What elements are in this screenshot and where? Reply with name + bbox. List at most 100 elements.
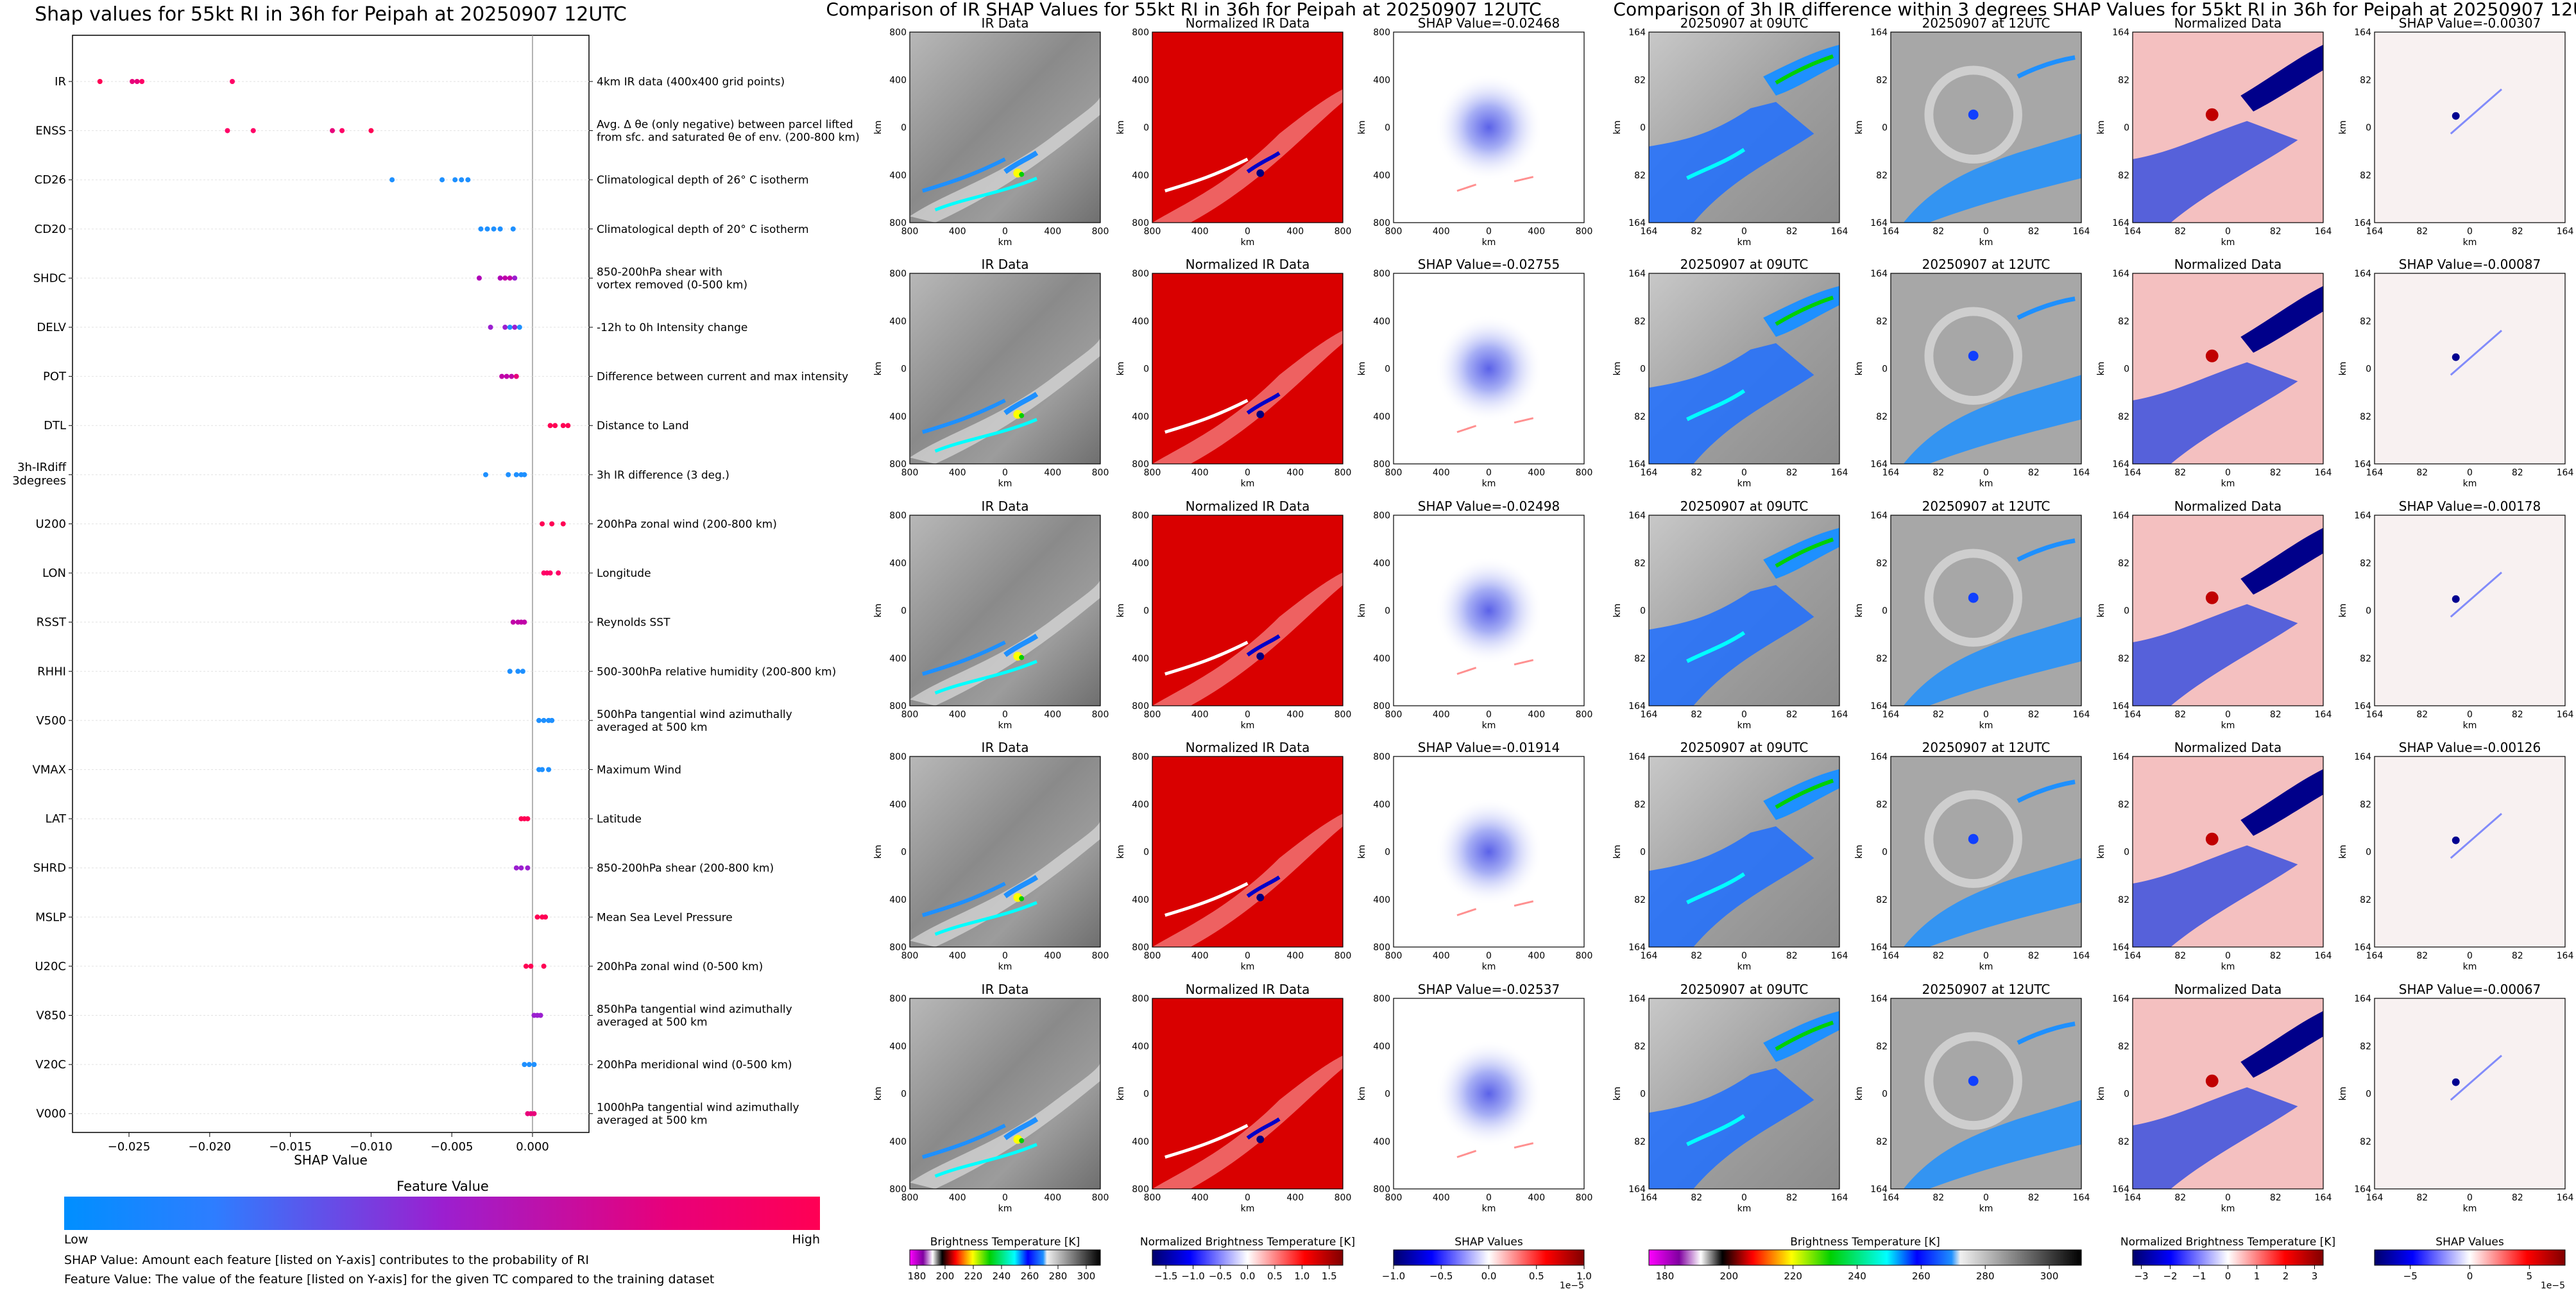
shap-point (543, 914, 549, 920)
panel-x-tick-label: 164 (1831, 951, 1848, 961)
x-tick-label: 0.000 (516, 1140, 549, 1154)
panel-y-tick-label: 164 (1628, 994, 1646, 1004)
colorbar-tick-label: 1 (2254, 1270, 2260, 1282)
panel-image (1394, 32, 1584, 223)
panel-x-tick-label: 0 (1741, 710, 1747, 720)
panel-x-tick-label: 164 (2315, 226, 2332, 237)
feature-description: Mean Sea Level Pressure (597, 911, 733, 924)
panel-y-tick-label: 0 (2124, 123, 2129, 133)
panel-x-tick-label: 164 (1831, 1193, 1848, 1203)
panel-y-tick-label: 164 (1870, 1184, 1888, 1195)
panel-y-tick-label: 800 (889, 701, 907, 712)
shap-point (509, 373, 515, 379)
shap-point (476, 275, 482, 281)
shap-point (339, 128, 345, 133)
panel-y-axis-label: km (873, 1087, 883, 1101)
panel-title: Normalized Data (2174, 982, 2282, 997)
panel-x-tick-label: 164 (1831, 468, 1848, 478)
panel-y-tick-label: 164 (2112, 218, 2129, 228)
panel-y-tick-label: 0 (2124, 364, 2129, 375)
panel-y-tick-label: 400 (889, 799, 907, 810)
panel-x-tick-label: 164 (1831, 226, 1848, 237)
panel-frame (1890, 756, 2082, 948)
panel-image-content (1394, 32, 1584, 223)
panel-x-tick-label: 164 (2124, 951, 2142, 961)
panel-y-tick-label: 800 (1373, 701, 1390, 712)
panel-frame (1648, 515, 1840, 706)
panel-x-tick-label: 82 (2512, 468, 2523, 478)
panel-y-tick-label: 0 (901, 123, 907, 133)
panel-y-axis-label: km (1357, 362, 1367, 376)
panel-x-axis-label: km (2221, 721, 2235, 731)
panel-y-tick-label: 82 (2360, 654, 2371, 664)
panel-x-tick-label: 0 (1741, 226, 1747, 237)
panel-y-tick-label: 400 (1373, 171, 1390, 181)
panel-x-tick-label: 164 (2557, 1193, 2574, 1203)
panel-y-tick-label: 400 (889, 1041, 907, 1052)
panel-title: 20250907 at 12UTC (1922, 740, 2051, 755)
panel-x-tick-label: 82 (2028, 468, 2040, 478)
panel-frame (2132, 756, 2324, 948)
panel-title: IR Data (982, 257, 1029, 272)
panel-title: SHAP Value=-0.02537 (1418, 982, 1560, 997)
colorbar-label: Brightness Temperature [K] (930, 1236, 1080, 1249)
panel-frame (2374, 756, 2566, 948)
panel-x-axis-label: km (1737, 962, 1752, 972)
panel-title: SHAP Value=-0.00126 (2399, 740, 2541, 755)
panel-image (910, 273, 1100, 464)
feature-colorbar (64, 1197, 820, 1230)
panel-x-tick-label: 800 (1576, 468, 1593, 478)
panel-y-tick-label: 82 (2118, 171, 2129, 181)
colorbar-tick-label: 0.0 (1240, 1270, 1256, 1282)
panel-x-tick-label: 400 (1286, 226, 1304, 237)
panel-image-content (1394, 273, 1584, 464)
panel-x-tick-label: 82 (1786, 710, 1798, 720)
panel-x-tick-label: 82 (1691, 468, 1702, 478)
panel-x-tick-label: 82 (2416, 1193, 2428, 1203)
panel-y-axis-label: km (1116, 362, 1126, 376)
panel-x-tick-label: 800 (1092, 468, 1109, 478)
panel-x-tick-label: 164 (2557, 468, 2574, 478)
shap-point (452, 177, 458, 183)
shap-point (547, 423, 553, 429)
panel-y-tick-label: 800 (1373, 28, 1390, 38)
panel-x-tick-label: 0 (1245, 710, 1250, 720)
panel-y-tick-label: 400 (1373, 895, 1390, 905)
shap-point (250, 128, 256, 133)
shap-point (560, 521, 566, 527)
feature-label: VMAX (33, 763, 67, 776)
panel-frame (1890, 998, 2082, 1190)
panel-y-tick-label: 800 (889, 752, 907, 762)
feature-label: LAT (46, 812, 67, 826)
panel-frame (1890, 31, 2082, 223)
panel-y-tick-label: 800 (1373, 511, 1390, 521)
panel-y-tick-label: 164 (2112, 511, 2129, 521)
panel-x-tick-label: 400 (1528, 468, 1545, 478)
panel-y-tick-label: 0 (2366, 848, 2371, 858)
colorbar-tick-label: −3 (2134, 1270, 2148, 1282)
shap-point (491, 226, 497, 232)
panel-image-content (2375, 998, 2565, 1189)
panel-x-tick-label: 800 (1144, 951, 1161, 961)
shap-point (507, 669, 513, 674)
panel-x-axis-label: km (998, 237, 1012, 248)
panel-x-axis-label: km (1482, 237, 1496, 248)
panel-x-tick-label: 800 (1144, 710, 1161, 720)
panel-image-content (1649, 756, 1839, 947)
panel-x-tick-label: 0 (1983, 710, 1989, 720)
panel-y-tick-label: 800 (1132, 701, 1149, 712)
shap-point (531, 1062, 537, 1068)
panel-x-tick-label: 82 (1786, 226, 1798, 237)
panel-x-tick-label: 800 (901, 710, 919, 720)
panel-y-tick-label: 82 (1634, 654, 1646, 664)
panel-y-tick-label: 800 (1132, 752, 1149, 762)
colorbar-tick-label: 0 (2225, 1270, 2231, 1282)
x-tick-label: −0.005 (431, 1140, 473, 1154)
panel-title: SHAP Value=-0.02468 (1418, 15, 1560, 31)
panel-y-tick-label: 400 (889, 171, 907, 181)
colorbar-tick-label: −1.0 (1382, 1270, 1405, 1282)
panel-x-tick-label: 164 (2366, 468, 2384, 478)
panel-x-tick-label: 0 (1486, 710, 1492, 720)
panel-y-tick-label: 400 (889, 412, 907, 422)
panel-image-content (1152, 756, 1343, 947)
